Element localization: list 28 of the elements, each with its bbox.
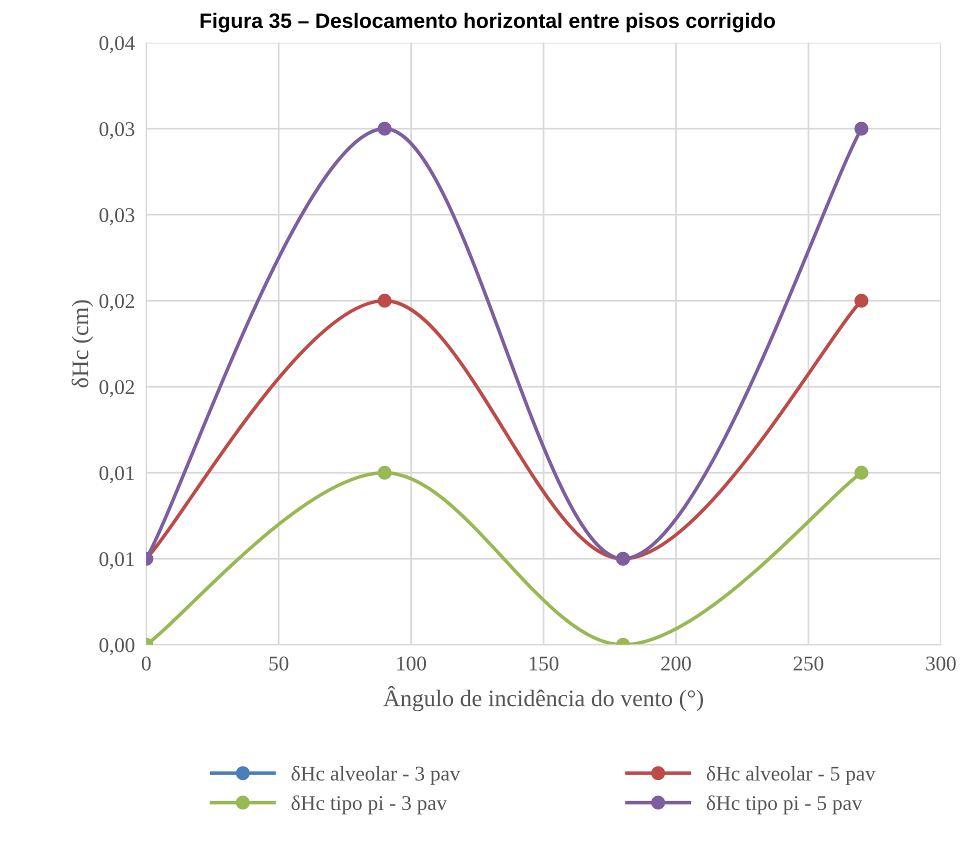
- x-tick-label: 150: [530, 656, 558, 671]
- y-axis-title: δHc (cm): [72, 300, 94, 388]
- x-tick-label: 200: [661, 656, 691, 671]
- y-tick-label: 0,03: [99, 122, 134, 140]
- x-tick-label: 250: [794, 656, 824, 671]
- x-tick-label: 0: [142, 656, 151, 671]
- y-tick-label: 0,01: [99, 466, 134, 484]
- legend-label: δHc tipo pi - 3 pav: [292, 795, 447, 814]
- legend-label: δHc tipo pi - 5 pav: [706, 795, 862, 814]
- point: [854, 466, 868, 480]
- legend-label: δHc alveolar - 3 pav: [292, 766, 460, 785]
- point: [378, 122, 392, 136]
- x-axis-title: Ângulo de incidência do vento (°): [383, 686, 703, 712]
- y-tick-label: 0,02: [99, 380, 134, 398]
- legend-label: δHc alveolar - 5 pav: [706, 766, 876, 785]
- point: [854, 122, 868, 136]
- point: [854, 294, 868, 308]
- chart-title: Figura 35 – Deslocamento horizontal entre pisos corrigido: [200, 12, 775, 32]
- y-tick-label: 0,00: [99, 638, 134, 656]
- y-tick-label: 0,03: [99, 208, 134, 226]
- x-tick-label: 50: [269, 656, 288, 671]
- x-tick-label: 300: [926, 656, 956, 671]
- point: [378, 294, 392, 308]
- y-tick-label: 0,01: [99, 552, 134, 570]
- x-tick-label: 100: [397, 656, 426, 671]
- y-tick-label: 0,04: [99, 36, 135, 54]
- point: [378, 466, 392, 480]
- y-tick-label: 0,02: [99, 294, 134, 312]
